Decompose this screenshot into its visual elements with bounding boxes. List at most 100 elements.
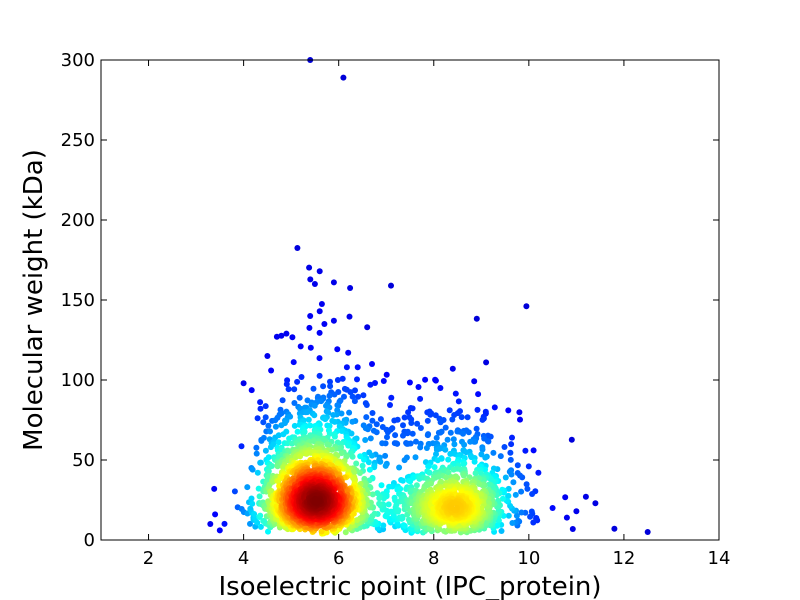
- data-point: [582, 493, 589, 500]
- data-point: [212, 511, 219, 518]
- data-point: [414, 420, 421, 427]
- data-point: [442, 446, 449, 453]
- data-point: [318, 301, 325, 307]
- data-point: [444, 436, 451, 443]
- data-point: [367, 435, 374, 442]
- data-point: [437, 429, 444, 436]
- data-point: [268, 463, 275, 469]
- data-point: [363, 402, 370, 408]
- data-point: [422, 376, 429, 383]
- data-point: [451, 441, 458, 448]
- data-point: [409, 405, 416, 412]
- data-point: [523, 481, 530, 488]
- data-point: [369, 513, 376, 520]
- data-point: [265, 454, 272, 461]
- data-point: [330, 317, 337, 324]
- y-tick-label: 200: [61, 210, 95, 231]
- data-point: [516, 409, 523, 416]
- data-point: [518, 509, 525, 516]
- data-point: [468, 454, 475, 461]
- data-point: [297, 343, 304, 350]
- data-point: [335, 402, 342, 409]
- data-point: [283, 330, 290, 337]
- data-point: [527, 513, 534, 520]
- x-tick-label: 10: [517, 548, 540, 569]
- y-tick-label: 300: [61, 50, 95, 71]
- x-tick-label: 12: [612, 548, 635, 569]
- data-point: [291, 386, 298, 393]
- data-point: [262, 403, 269, 410]
- data-point: [283, 381, 290, 388]
- x-axis-title: Isoelectric point (IPC_protein): [218, 572, 601, 600]
- data-point: [530, 447, 537, 454]
- y-tick-label: 250: [61, 130, 95, 151]
- data-point: [311, 281, 318, 287]
- data-point: [275, 432, 282, 439]
- data-point: [253, 450, 260, 457]
- data-point: [367, 381, 374, 388]
- data-point: [338, 410, 345, 417]
- data-point: [507, 449, 514, 456]
- data-point: [405, 409, 412, 416]
- data-point: [509, 520, 516, 526]
- data-point: [354, 376, 360, 383]
- data-point: [285, 386, 292, 393]
- data-point: [445, 469, 452, 476]
- data-point: [279, 397, 286, 404]
- data-point: [323, 529, 330, 536]
- data-point: [342, 529, 349, 536]
- data-point: [454, 428, 461, 435]
- data-point: [372, 380, 378, 386]
- data-point: [359, 462, 366, 469]
- data-point: [251, 511, 258, 517]
- data-point: [458, 414, 465, 421]
- data-point: [530, 519, 537, 526]
- data-point: [379, 424, 386, 430]
- data-point: [451, 412, 458, 418]
- data-point: [501, 444, 508, 450]
- data-point: [424, 432, 431, 439]
- data-point: [373, 421, 380, 428]
- data-point: [322, 416, 329, 423]
- data-point: [464, 414, 471, 421]
- data-point: [376, 500, 383, 507]
- data-point: [425, 463, 432, 470]
- data-point: [396, 464, 403, 471]
- data-point: [467, 438, 474, 445]
- data-point: [311, 412, 318, 419]
- data-point: [449, 416, 456, 423]
- data-point: [311, 402, 318, 409]
- data-point: [257, 459, 264, 466]
- data-point: [327, 378, 333, 385]
- data-point: [406, 379, 413, 386]
- data-point: [360, 392, 367, 399]
- data-point: [290, 359, 297, 366]
- data-point: [329, 417, 336, 424]
- data-point: [471, 458, 478, 465]
- data-point: [474, 406, 481, 413]
- data-point: [471, 378, 478, 385]
- data-point: [346, 313, 353, 320]
- data-point: [249, 500, 256, 507]
- data-point: [304, 409, 311, 416]
- data-point: [517, 416, 523, 423]
- data-point: [294, 245, 301, 251]
- data-point: [287, 413, 294, 420]
- data-point: [275, 439, 282, 446]
- data-point: [433, 451, 439, 458]
- data-point: [522, 447, 529, 454]
- y-axis-ticks: 0 50 100 150 200 250 300: [61, 50, 719, 551]
- data-point: [479, 446, 486, 453]
- data-point: [305, 416, 312, 423]
- data-point: [447, 429, 454, 436]
- data-point: [257, 399, 264, 406]
- data-point: [256, 493, 263, 500]
- data-point: [460, 461, 467, 468]
- data-point: [380, 378, 387, 384]
- data-point: [497, 453, 504, 460]
- data-point: [426, 469, 433, 476]
- data-point: [412, 454, 419, 461]
- y-axis-title: Molecular weight (kDa): [19, 149, 49, 451]
- data-point: [505, 512, 512, 519]
